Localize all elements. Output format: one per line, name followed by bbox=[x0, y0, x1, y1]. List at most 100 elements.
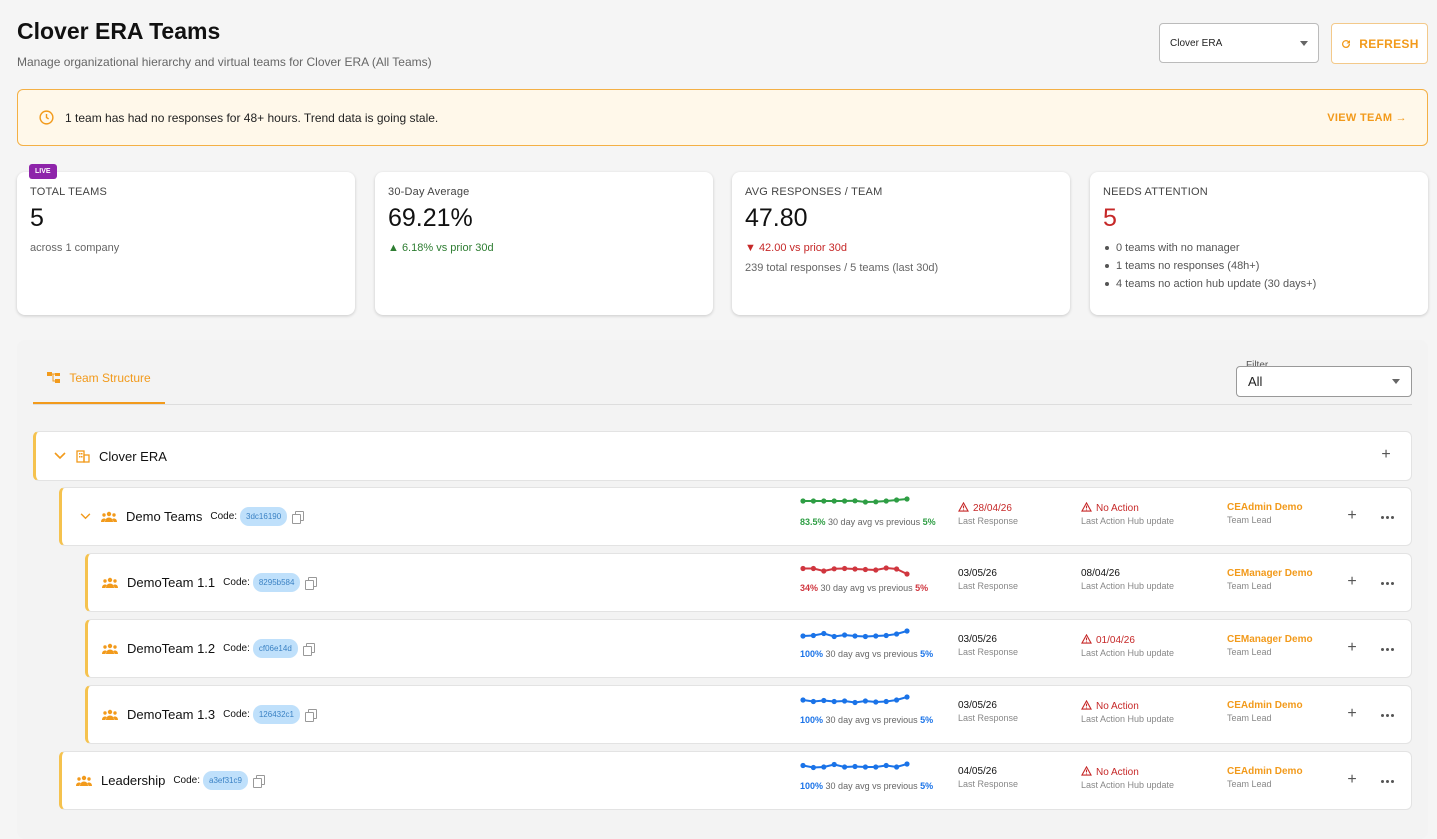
copy-icon[interactable] bbox=[305, 577, 318, 590]
add-subteam-button[interactable]: + bbox=[1347, 573, 1357, 590]
add-subteam-button[interactable]: + bbox=[1347, 771, 1357, 788]
last-action-label: Last Action Hub update bbox=[1081, 780, 1175, 790]
trend-sparkline bbox=[800, 565, 910, 577]
sparkline-point bbox=[862, 499, 868, 505]
last-action-value: 08/04/26 bbox=[1081, 568, 1120, 579]
card-sub: 239 total responses / 5 teams (last 30d) bbox=[745, 262, 939, 274]
code-label: Code: bbox=[223, 709, 250, 720]
sparkline-point bbox=[810, 565, 816, 572]
people-icon bbox=[102, 577, 118, 588]
chevron-down-icon bbox=[1300, 40, 1308, 46]
copy-icon[interactable] bbox=[252, 775, 265, 788]
team-row[interactable]: Leadership Code: a3ef31c9 100% 30 day avg v… bbox=[59, 751, 1412, 810]
copy-icon[interactable] bbox=[292, 511, 305, 524]
team-lead-name[interactable]: CEAdmin Demo bbox=[1227, 502, 1303, 513]
add-subteam-button[interactable]: + bbox=[1347, 639, 1357, 656]
last-action-value: 01/04/26 bbox=[1096, 635, 1135, 646]
add-team-button[interactable]: + bbox=[1381, 446, 1391, 463]
tree-row-root[interactable]: Clover ERA + bbox=[33, 431, 1412, 481]
team-lead-label: Team Lead bbox=[1227, 779, 1272, 789]
team-row[interactable]: DemoTeam 1.1 Code: 8295b584 34% 30 day avg … bbox=[85, 553, 1412, 612]
sparkline-point bbox=[831, 698, 837, 705]
trend-delta: 5% bbox=[915, 583, 929, 593]
copy-icon[interactable] bbox=[305, 709, 317, 722]
sparkline-point bbox=[894, 631, 900, 637]
card-value: 69.21% bbox=[388, 204, 473, 232]
trend-caption: 34% 30 day avg vs previous 5% bbox=[800, 583, 928, 593]
sparkline-point bbox=[873, 567, 879, 573]
team-lead-name[interactable]: CEManager Demo bbox=[1227, 634, 1313, 645]
team-name: Demo Teams bbox=[126, 509, 203, 524]
last-action-label: Last Action Hub update bbox=[1081, 581, 1175, 591]
warning-icon bbox=[958, 502, 969, 512]
sparkline-point bbox=[894, 697, 900, 703]
chevron-down-icon bbox=[1392, 379, 1400, 384]
team-code-chip[interactable]: 126432c1 bbox=[252, 705, 300, 724]
more-options-icon[interactable] bbox=[1379, 509, 1395, 525]
code-label: Code: bbox=[173, 775, 201, 786]
sparkline-point bbox=[904, 628, 910, 634]
team-lead-label: Team Lead bbox=[1227, 581, 1272, 591]
card-delta: ▲ 6.18% vs prior 30d bbox=[388, 242, 494, 254]
team-row[interactable]: DemoTeam 1.3 Code: 126432c1 100% 30 day avg… bbox=[85, 685, 1412, 744]
team-code-chip[interactable]: cf06e14d bbox=[252, 639, 298, 658]
sparkline-point bbox=[842, 764, 848, 770]
team-lead-name[interactable]: CEAdmin Demo bbox=[1227, 766, 1303, 777]
team-lead[interactable]: CEAdmin Demo Team Lead bbox=[1227, 700, 1303, 723]
sparkline-point bbox=[821, 498, 827, 504]
avg-responses-card: AVG RESPONSES / TEAM 47.80 ▼ 42.00 vs pr… bbox=[732, 172, 1070, 315]
view-team-link[interactable]: VIEW TEAM → bbox=[1327, 111, 1407, 124]
team-row[interactable]: Demo Teams Code: 3dc16190 83.5% 30 day avg … bbox=[59, 487, 1412, 546]
team-name: DemoTeam 1.2 bbox=[127, 641, 216, 656]
hierarchy-icon bbox=[47, 372, 61, 383]
filter-select[interactable]: All bbox=[1236, 366, 1412, 397]
more-options-icon[interactable] bbox=[1379, 773, 1395, 789]
chevron-down-icon[interactable] bbox=[54, 452, 66, 460]
sparkline-point bbox=[842, 565, 848, 572]
add-subteam-button[interactable]: + bbox=[1347, 705, 1357, 722]
team-lead[interactable]: CEManager Demo Team Lead bbox=[1227, 634, 1313, 657]
trend-percent: 100% bbox=[800, 715, 824, 725]
trend-percent: 100% bbox=[800, 649, 824, 659]
team-lead[interactable]: CEAdmin Demo Team Lead bbox=[1227, 502, 1303, 525]
sparkline-point bbox=[862, 764, 868, 770]
team-lead[interactable]: CEManager Demo Team Lead bbox=[1227, 568, 1313, 591]
sparkline-point bbox=[831, 498, 837, 504]
trend-delta: 5% bbox=[920, 649, 934, 659]
team-code-chip[interactable]: 3dc16190 bbox=[240, 507, 288, 526]
needs-attention-card: NEEDS ATTENTION 5 0 teams with no manage… bbox=[1090, 172, 1428, 315]
card-label: 30-Day Average bbox=[388, 186, 470, 198]
sparkline-point bbox=[894, 497, 900, 503]
company-select[interactable]: Clover ERA bbox=[1159, 23, 1319, 63]
tab-team-structure[interactable]: Team Structure bbox=[33, 354, 165, 404]
sparkline-point bbox=[800, 498, 806, 504]
last-response-value: 03/05/26 bbox=[958, 700, 997, 711]
sparkline-point bbox=[852, 633, 858, 639]
attention-item: 1 teams no responses (48h+) bbox=[1103, 257, 1415, 275]
chevron-down-icon[interactable] bbox=[80, 513, 91, 520]
trend-sparkline bbox=[800, 694, 910, 706]
team-name: DemoTeam 1.1 bbox=[127, 575, 216, 590]
team-code-chip[interactable]: 8295b584 bbox=[252, 573, 301, 592]
last-response: 03/05/26 Last Response bbox=[958, 568, 1018, 591]
add-subteam-button[interactable]: + bbox=[1347, 507, 1357, 524]
last-response-label: Last Response bbox=[958, 647, 1019, 657]
trend-sparkline bbox=[800, 628, 910, 640]
team-lead-name[interactable]: CEAdmin Demo bbox=[1227, 700, 1303, 711]
refresh-button[interactable]: REFRESH bbox=[1331, 23, 1428, 64]
team-lead[interactable]: CEAdmin Demo Team Lead bbox=[1227, 766, 1303, 789]
team-row[interactable]: DemoTeam 1.2 Code: cf06e14d 100% 30 day avg… bbox=[85, 619, 1412, 678]
alert-text: 1 team has had no responses for 48+ hour… bbox=[65, 110, 439, 125]
team-code-chip[interactable]: a3ef31c9 bbox=[203, 771, 248, 790]
sparkline-point bbox=[852, 498, 858, 504]
copy-icon[interactable] bbox=[302, 643, 315, 656]
team-lead-name[interactable]: CEManager Demo bbox=[1227, 568, 1313, 579]
more-options-icon[interactable] bbox=[1379, 575, 1395, 591]
more-options-icon[interactable] bbox=[1379, 707, 1395, 723]
more-options-icon[interactable] bbox=[1379, 641, 1395, 657]
sparkline-point bbox=[894, 764, 900, 770]
sparkline-point bbox=[883, 698, 889, 705]
sparkline-point bbox=[904, 496, 910, 502]
last-action-value: No Action bbox=[1096, 701, 1139, 712]
card-sub: across 1 company bbox=[30, 242, 120, 254]
